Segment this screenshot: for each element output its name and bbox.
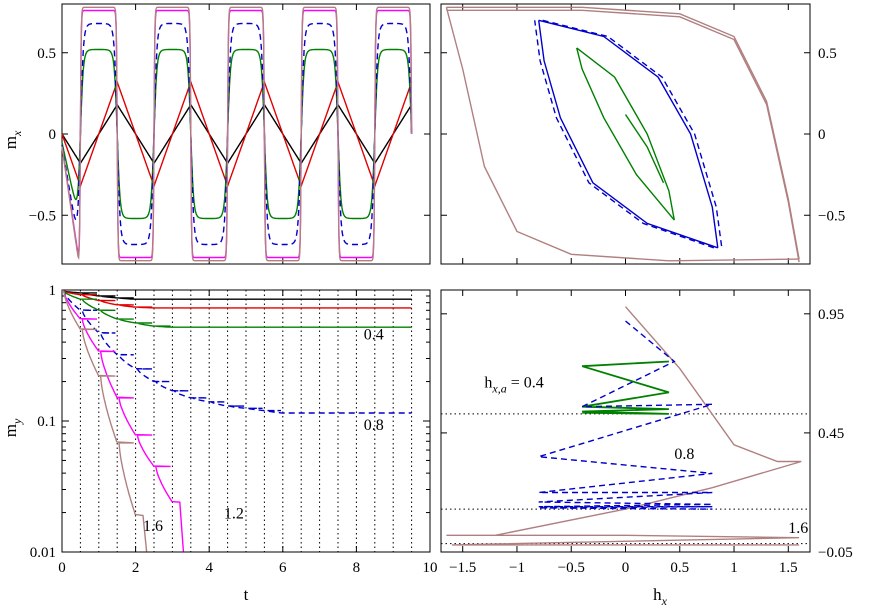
y-tick-label: 0 <box>818 127 826 143</box>
my-hx-curve-0.8 <box>538 320 713 510</box>
x-axis-label: t <box>244 585 249 604</box>
curve-label: 1.6 <box>788 520 808 537</box>
y-tick-label: 0.01 <box>30 545 56 561</box>
hysteresis-loop-1.6 <box>445 7 800 262</box>
my-series-line <box>62 290 412 300</box>
panel-bottom-left: 0 2 4 6 8 10 0.01 0.1 1 t my 0.4 0.8 1.2 1.6 <box>1 283 438 604</box>
x-tick-label: 1.5 <box>779 560 798 576</box>
my-series-line <box>62 290 185 552</box>
y-tick-label: 0.5 <box>37 46 56 62</box>
hysteresis-loop-0.8 <box>538 19 719 248</box>
y-tick-label: 0 <box>49 127 57 143</box>
my-hx-curve-0.4 <box>581 360 670 415</box>
hysteresis-loop-0.8 <box>538 20 719 249</box>
panel-bottom-right: −1.5 −1 −0.5 0 0.5 1 1.5 −0.05 0.45 0.95 hx hx,a = … <box>440 289 853 608</box>
x-tick-label: −1.5 <box>449 560 476 576</box>
curve-label: 1.6 <box>143 518 163 535</box>
y-axis-label: mx <box>1 130 24 149</box>
hysteresis-loop-0.8 <box>542 19 723 248</box>
mx-series-line <box>61 6 413 262</box>
x-tick-label: 4 <box>205 560 213 576</box>
hysteresis-loop-1.6 <box>446 6 800 260</box>
panel-top-right: −0.5 0 0.5 <box>440 3 845 265</box>
hysteresis-loop-0.4 <box>576 47 675 221</box>
y-tick-label: 1 <box>49 283 57 299</box>
y-tick-label: 0.5 <box>818 46 837 62</box>
y-tick-label: 0.95 <box>818 307 844 323</box>
mx-series-line <box>61 103 413 165</box>
panel-top-left: −0.5 0 0.5 mx <box>1 3 431 265</box>
y-tick-label: −0.05 <box>818 545 853 561</box>
y-tick-label: −0.5 <box>818 208 845 224</box>
plot-frame <box>440 289 811 553</box>
mx-series-line <box>61 80 413 188</box>
curve-label: 0.8 <box>364 417 384 434</box>
plot-frame <box>440 3 811 265</box>
y-tick-label: −0.5 <box>29 208 56 224</box>
my-series-line <box>62 290 412 309</box>
curve-label: hx,a = 0.4 <box>484 375 543 396</box>
y-axis-label: my <box>1 418 24 437</box>
x-tick-label: 0 <box>58 560 66 576</box>
curve-label: 0.4 <box>364 326 384 343</box>
hysteresis-loop-0.4 <box>624 114 665 184</box>
x-axis-label: hx <box>653 585 668 608</box>
x-tick-label: 10 <box>423 560 438 576</box>
x-tick-label: 8 <box>353 560 361 576</box>
curve-label: 0.8 <box>674 446 694 463</box>
x-tick-label: 6 <box>279 560 287 576</box>
my-series-line <box>62 290 412 328</box>
mx-series-line <box>61 22 413 246</box>
x-tick-label: 0 <box>622 560 630 576</box>
x-tick-label: 1 <box>730 560 738 576</box>
hysteresis-loop-0.8 <box>534 20 715 249</box>
hysteresis-loop-1.6 <box>446 9 800 263</box>
mx-series-line <box>61 48 413 220</box>
my-series-line <box>62 290 412 414</box>
x-tick-label: −0.5 <box>558 560 585 576</box>
y-tick-label: 0.1 <box>37 414 56 430</box>
y-tick-label: 0.45 <box>818 426 844 442</box>
x-tick-label: 0.5 <box>670 560 689 576</box>
x-tick-label: 2 <box>132 560 140 576</box>
mx-series-line <box>61 9 413 259</box>
x-tick-label: −1 <box>509 560 525 576</box>
my-series-line <box>62 290 148 552</box>
hysteresis-loop-0.4 <box>576 47 675 221</box>
curve-label: 1.2 <box>224 506 244 523</box>
